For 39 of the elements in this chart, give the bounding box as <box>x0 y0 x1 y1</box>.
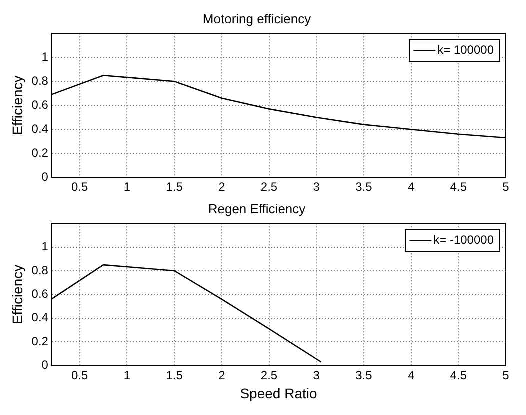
y-tick-label: 1 <box>42 50 49 64</box>
x-tick-label: 2 <box>218 180 226 194</box>
x-tick-label: 1.5 <box>166 368 184 382</box>
y-axis-title: Efficiency <box>9 76 26 136</box>
x-axis-title: Speed Ratio <box>240 385 318 402</box>
x-tick-label: 5 <box>502 368 510 382</box>
y-tick-label: 0.8 <box>32 263 49 278</box>
y-tick-label: 0 <box>42 358 49 372</box>
x-tick-label: 3.5 <box>356 180 373 194</box>
y-tick-label: 0.4 <box>32 122 49 136</box>
chart-title: Motoring efficiency <box>202 11 312 26</box>
x-tick-label: 3 <box>313 180 320 194</box>
y-tick-label: 0.8 <box>32 74 49 88</box>
chart-title: Regen Efficiency <box>208 201 306 216</box>
y-tick-label: 0.6 <box>32 287 49 302</box>
x-tick-label: 0.5 <box>72 180 89 194</box>
y-tick-label: 0.4 <box>32 310 49 325</box>
y-tick-label: 1 <box>42 240 49 254</box>
legend-label: k= 100000 <box>438 42 494 57</box>
x-tick-label: 4 <box>408 368 415 382</box>
x-tick-label: 2.5 <box>260 180 278 194</box>
x-tick-label: 5 <box>502 180 510 194</box>
y-tick-label: 0.2 <box>32 334 49 348</box>
x-tick-label: 4 <box>408 180 415 194</box>
legend-label: k= -100000 <box>434 232 494 247</box>
x-tick-label: 3.5 <box>356 368 373 382</box>
x-tick-label: 2 <box>218 368 226 382</box>
y-tick-label: 0 <box>42 170 49 184</box>
y-tick-label: 0.2 <box>32 146 49 160</box>
x-tick-label: 1.5 <box>166 180 184 194</box>
x-tick-label: 2.5 <box>260 368 278 382</box>
x-tick-label: 1 <box>124 180 131 194</box>
y-axis-title: Efficiency <box>9 264 26 325</box>
x-tick-label: 0.5 <box>72 368 89 382</box>
y-tick-label: 0.6 <box>32 98 49 112</box>
x-tick-label: 3 <box>313 368 320 382</box>
x-tick-label: 1 <box>124 368 131 382</box>
x-tick-label: 4.5 <box>450 180 468 194</box>
x-tick-label: 4.5 <box>450 368 468 382</box>
